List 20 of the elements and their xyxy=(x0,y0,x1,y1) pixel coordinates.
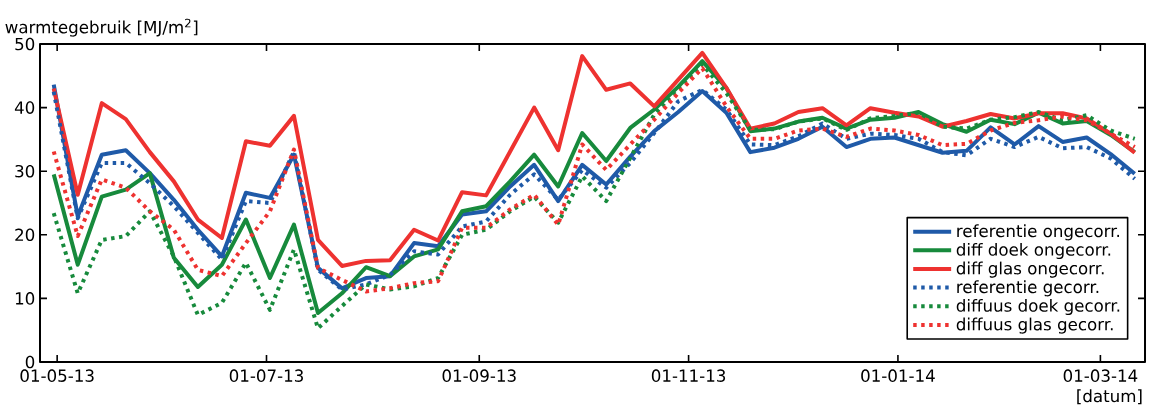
y-tick-label: 40 xyxy=(14,101,35,114)
legend-label: diffuus doek gecorr. xyxy=(956,298,1120,316)
legend-label: diffuus glas gecorr. xyxy=(956,317,1113,334)
y-tick-label: 50 xyxy=(15,37,35,51)
x-tick-label: 01-11-13 xyxy=(651,369,726,382)
y-tick-label: 30 xyxy=(15,164,35,178)
legend-label: diff glas ongecorr. xyxy=(956,261,1104,278)
legend-label: referentie gecorr. xyxy=(957,280,1099,297)
x-axis-title: [datum] xyxy=(1077,389,1142,405)
x-tick-label: 01-05-13 xyxy=(20,369,94,382)
y-tick-label: 20 xyxy=(15,228,35,242)
x-tick-label: 01-07-13 xyxy=(229,369,303,382)
legend-label: diff doek ongecorr. xyxy=(956,242,1111,260)
x-tick-label: 01-01-14 xyxy=(861,369,935,382)
x-tick-label: 01-09-13 xyxy=(442,369,516,382)
y-tick-label: 10 xyxy=(15,292,35,305)
y-tick-label: 0 xyxy=(25,355,35,369)
y-axis-title: warmtegebruik [MJ/m$^{2}$] xyxy=(5,18,198,37)
x-tick-label: 01-03-14 xyxy=(1063,369,1138,382)
legend-label: referentie ongecorr. xyxy=(957,224,1120,241)
